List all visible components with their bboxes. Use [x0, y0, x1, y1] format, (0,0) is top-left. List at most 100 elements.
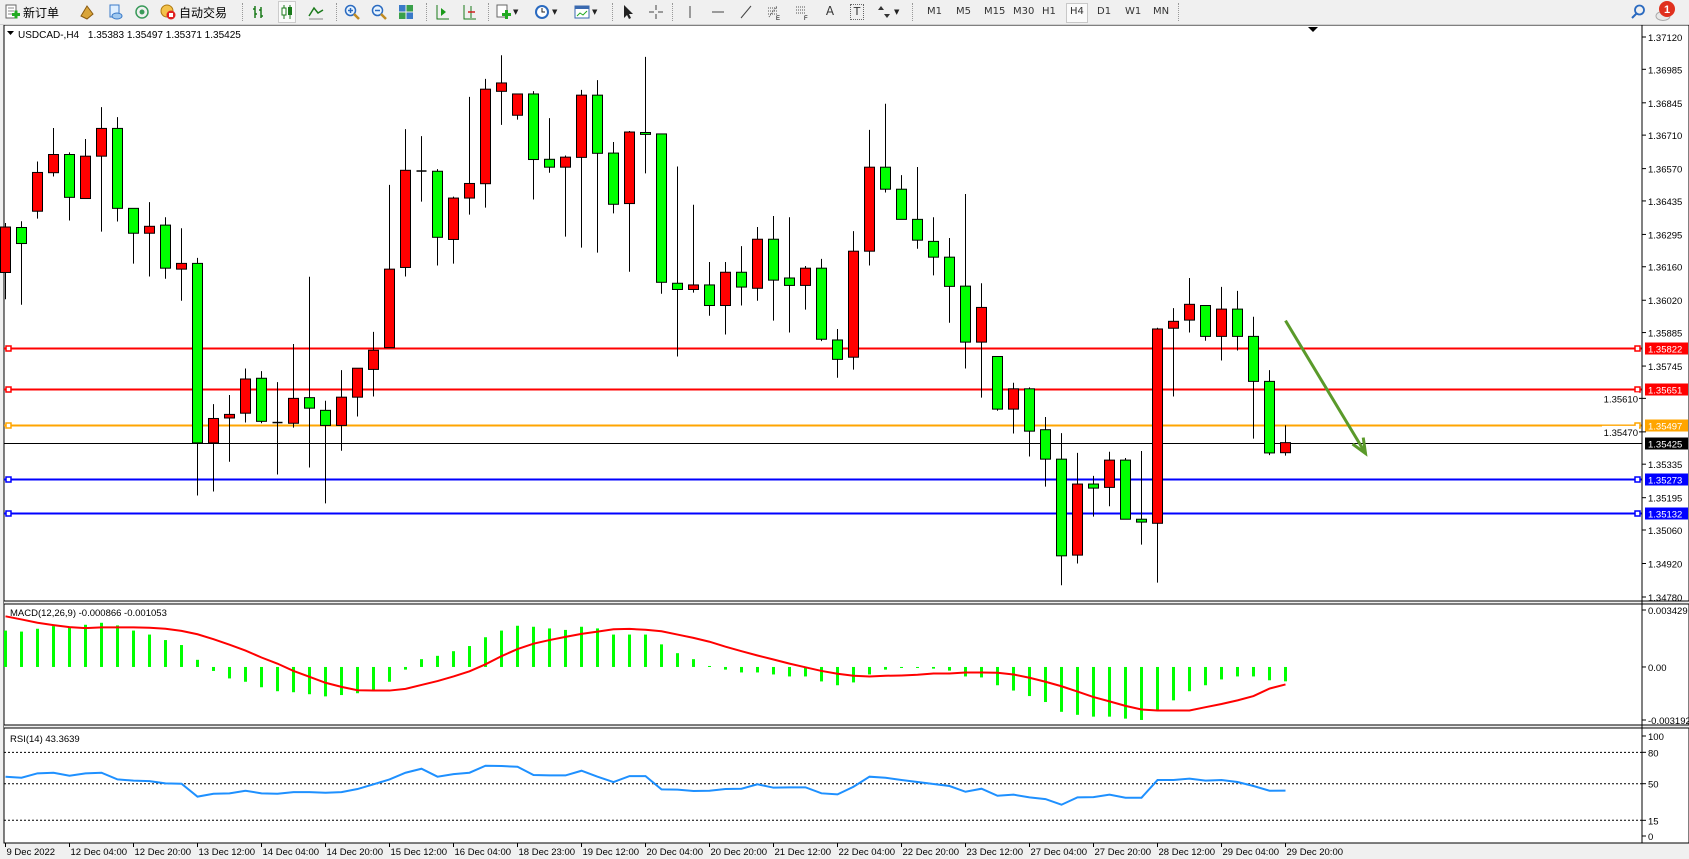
macd-histogram-bar	[180, 645, 183, 667]
search-button[interactable]	[1630, 2, 1646, 22]
time-tick-label: 29 Dec 04:00	[1223, 847, 1280, 858]
bar-chart-button[interactable]	[250, 2, 266, 22]
macd-histogram-bar	[340, 666, 343, 696]
candle	[576, 89, 587, 248]
level-handle[interactable]	[5, 510, 12, 517]
timeframe-h4-button[interactable]: H4	[1066, 3, 1088, 23]
time-tick-label: 16 Dec 04:00	[455, 847, 512, 858]
candle	[528, 91, 539, 200]
text-button[interactable]: A	[822, 2, 838, 22]
level-handle[interactable]	[1634, 476, 1641, 483]
timeframe-m5-button[interactable]: M5	[956, 6, 971, 17]
macd-histogram-bar	[1220, 666, 1223, 680]
new-order-button[interactable]: 新订单	[4, 2, 59, 22]
tile-windows-button[interactable]	[398, 2, 414, 22]
macd-pane[interactable]	[4, 615, 1287, 720]
time-tick-label: 28 Dec 12:00	[1159, 847, 1216, 858]
periods-icon	[534, 4, 550, 20]
line-chart-button[interactable]	[308, 2, 324, 22]
level-handle[interactable]	[1634, 345, 1641, 352]
timeframe-m15-button[interactable]: M15	[984, 6, 1006, 17]
candle	[1024, 387, 1035, 457]
arrows-button[interactable]: ▼	[876, 2, 899, 22]
level-handle[interactable]	[5, 345, 12, 352]
candle	[640, 56, 651, 174]
fibonacci-fan-button[interactable]: F	[794, 2, 810, 22]
dropdown-arrow-icon[interactable]: ▼	[592, 8, 598, 16]
timeframe-m1-button[interactable]: M1	[927, 6, 942, 17]
dropdown-arrow-icon[interactable]: ▼	[894, 8, 900, 16]
candle	[240, 368, 251, 423]
data-window-icon	[107, 4, 123, 20]
rsi-pane[interactable]	[4, 751, 1642, 821]
ohlc-values: 1.35383 1.35497 1.35371 1.35425	[88, 30, 241, 41]
timeframe-d1-button[interactable]: D1	[1097, 6, 1112, 17]
candle-body	[304, 397, 315, 409]
candle	[736, 246, 747, 306]
dropdown-arrow-icon[interactable]: ▼	[513, 8, 519, 16]
dropdown-arrow-icon[interactable]: ▼	[552, 8, 558, 16]
trend-arrow-line[interactable]	[1284, 319, 1367, 455]
trend-arrow-head-icon[interactable]	[1351, 437, 1368, 457]
trendline-button[interactable]	[738, 2, 754, 22]
zoom-in-button[interactable]	[344, 2, 360, 22]
fibonacci-fan-icon: F	[794, 4, 810, 22]
zoom-out-button[interactable]	[371, 2, 387, 22]
horizontal-line-button[interactable]	[710, 2, 726, 22]
candle-body	[1184, 303, 1195, 321]
crosshair-button[interactable]	[648, 2, 664, 22]
candlestick-button[interactable]	[278, 1, 296, 23]
timeframe-w1-button[interactable]: W1	[1125, 6, 1142, 17]
candle-body	[1072, 483, 1083, 556]
candle	[864, 129, 875, 266]
candle-body	[688, 284, 699, 290]
horizontal-line-icon	[710, 4, 726, 20]
macd-histogram-bar	[1124, 666, 1127, 719]
macd-histogram-bar	[740, 666, 743, 673]
pane-splitter[interactable]	[4, 725, 1689, 728]
auto-scroll-button[interactable]	[434, 2, 450, 22]
level-handle[interactable]	[1634, 510, 1641, 517]
macd-histogram-bar	[1140, 666, 1143, 720]
timeframe-mn-button[interactable]: MN	[1153, 6, 1170, 17]
cursor-button[interactable]	[620, 2, 636, 22]
periods-button[interactable]: ▼	[534, 2, 557, 22]
level-handle[interactable]	[5, 422, 12, 429]
search-icon	[1630, 4, 1646, 20]
price-tick-label: 1.36160	[1648, 263, 1682, 274]
fibonacci-button[interactable]: E	[766, 2, 782, 22]
auto-trading-button[interactable]: 自动交易	[160, 2, 227, 22]
chart-shift-marker-icon[interactable]	[1308, 27, 1318, 32]
main-price-pane[interactable]	[0, 55, 1643, 586]
candle-body	[1008, 388, 1019, 410]
time-tick-label: 23 Dec 12:00	[967, 847, 1024, 858]
notification-button[interactable]: 1	[1654, 1, 1676, 21]
candle-body	[368, 349, 379, 370]
level-handle[interactable]	[5, 476, 12, 483]
dropdown-triangle-icon[interactable]	[7, 31, 14, 35]
candle	[128, 207, 139, 264]
candle	[336, 370, 347, 451]
macd-histogram-bar	[68, 627, 71, 667]
templates-button[interactable]: ▼	[574, 2, 597, 22]
timeframe-m30-button[interactable]: M30	[1013, 6, 1035, 17]
candle-body	[432, 170, 443, 238]
vertical-line-button[interactable]	[682, 2, 698, 22]
text-label-button[interactable]: T	[850, 2, 864, 22]
toolbar-separator	[1178, 3, 1180, 21]
macd-histogram-bar	[788, 666, 791, 677]
candle	[48, 127, 59, 177]
signals-button[interactable]	[134, 2, 150, 22]
candle	[224, 395, 235, 462]
data-window-button[interactable]	[107, 2, 123, 22]
pane-splitter[interactable]	[4, 601, 1689, 604]
market-watch-button[interactable]	[79, 2, 95, 22]
timeframe-h1-button[interactable]: H1	[1042, 6, 1056, 17]
time-tick-label: 22 Dec 20:00	[903, 847, 960, 858]
new-chart-button[interactable]: ▼	[495, 2, 518, 22]
candle-body	[1136, 518, 1147, 523]
level-handle[interactable]	[1634, 386, 1641, 393]
chart-shift-button[interactable]	[461, 2, 477, 22]
level-handle[interactable]	[5, 386, 12, 393]
